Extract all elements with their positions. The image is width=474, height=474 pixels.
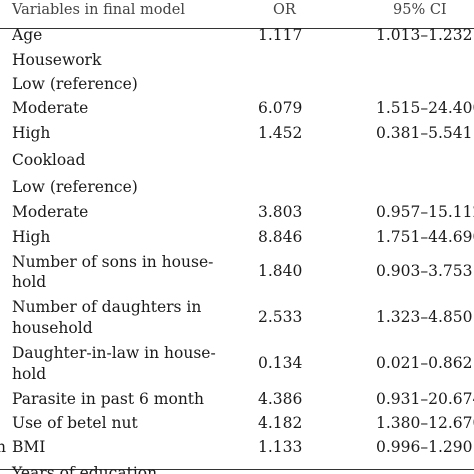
row-or-cookload-moderate: 3.803 [258, 203, 303, 221]
row-label-cookload: Cookload [12, 151, 86, 169]
row-ci-betel-nut: 1.380–12.670 [376, 414, 474, 432]
row-label-education: Years of education [12, 464, 158, 474]
row-label-parasite: Parasite in past 6 month [12, 390, 205, 408]
column-header-ci: 95% CI [393, 2, 447, 18]
row-label-housework: Housework [12, 51, 102, 69]
row-label-betel-nut: Use of betel nut [12, 414, 138, 432]
row-label-daughter-in-law: Daughter-in-law in house- [12, 344, 216, 362]
row-or-parasite: 4.386 [258, 390, 303, 408]
row-or-betel-nut: 4.182 [258, 414, 303, 432]
row-ci-bmi: 0.996–1.290 [376, 438, 473, 456]
row-ci-housework-high: 0.381–5.541 [376, 124, 473, 142]
column-header-or: OR [273, 2, 296, 18]
row-label-cookload-moderate: Moderate [12, 203, 89, 221]
row-or-housework-moderate: 6.079 [258, 99, 303, 117]
row-label-cookload-low: Low (reference) [12, 178, 138, 196]
row-label-age: Age [12, 26, 43, 44]
row-or-daughters: 2.533 [258, 308, 303, 326]
row-label-housework-high: High [12, 124, 51, 142]
row-ci-daughters: 1.323–4.850 [376, 308, 473, 326]
row-or-age: 1.117 [258, 26, 303, 44]
row-label-daughters: Number of daughters in [12, 298, 202, 316]
column-header-variables: Variables in final model [12, 2, 186, 18]
row-ci-housework-moderate: 1.515–24.400 [376, 99, 474, 117]
row-label-sons: Number of sons in house- [12, 253, 214, 271]
row-label-daughter-in-law-cont: hold [12, 365, 47, 383]
row-label-bmi-prefix: n [0, 438, 6, 456]
header-rule [0, 28, 474, 29]
row-or-cookload-high: 8.846 [258, 228, 303, 246]
row-ci-daughter-in-law: 0.021–0.862 [376, 354, 473, 372]
row-rule [0, 469, 474, 470]
row-or-bmi: 1.133 [258, 438, 303, 456]
row-label-housework-moderate: Moderate [12, 99, 89, 117]
row-label-sons-cont: hold [12, 273, 47, 291]
row-label-daughters-cont: household [12, 319, 93, 337]
row-ci-cookload-high: 1.751–44.690 [376, 228, 474, 246]
row-ci-cookload-moderate: 0.957–15.112 [376, 203, 474, 221]
row-or-daughter-in-law: 0.134 [258, 354, 303, 372]
row-label-housework-low: Low (reference) [12, 75, 138, 93]
row-ci-age: 1.013–1.232 [376, 26, 473, 44]
row-ci-sons: 0.903–3.753 [376, 262, 473, 280]
row-or-sons: 1.840 [258, 262, 303, 280]
row-ci-parasite: 0.931–20.674 [376, 390, 474, 408]
row-label-cookload-high: High [12, 228, 51, 246]
row-label-bmi: BMI [12, 438, 46, 456]
row-or-housework-high: 1.452 [258, 124, 303, 142]
